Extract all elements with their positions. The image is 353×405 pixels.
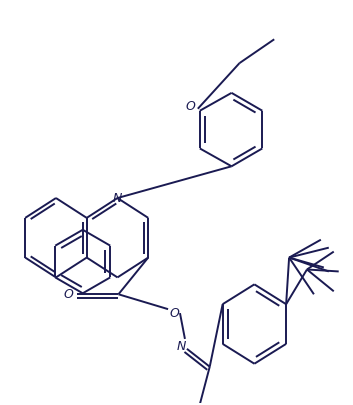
Text: O: O <box>169 307 179 320</box>
Text: O: O <box>64 288 74 301</box>
Text: O: O <box>186 100 196 113</box>
Text: N: N <box>113 192 122 205</box>
Text: N: N <box>176 340 186 353</box>
